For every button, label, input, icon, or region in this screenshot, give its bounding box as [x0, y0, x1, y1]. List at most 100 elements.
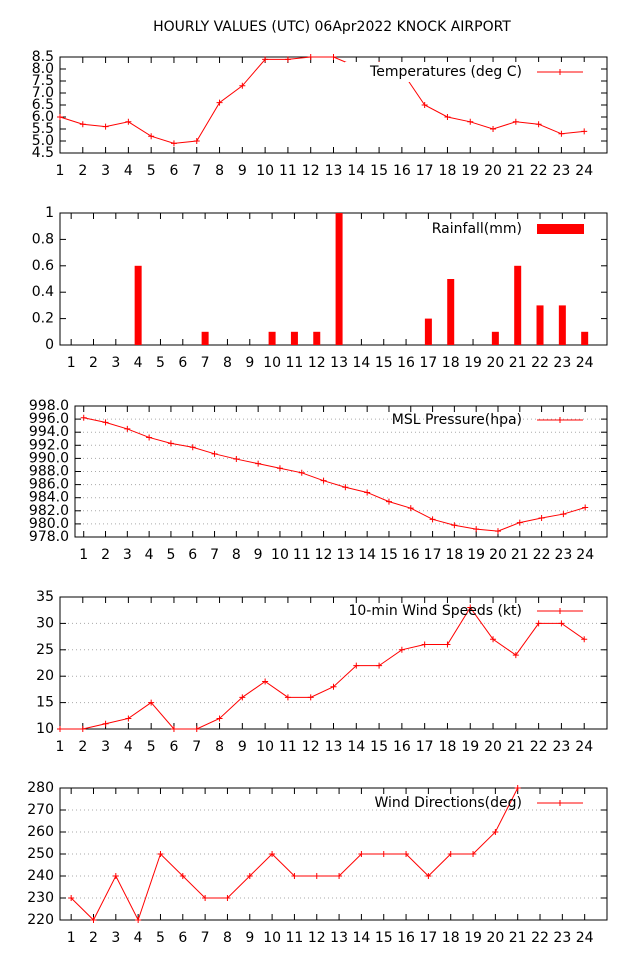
x-tick-label: 6	[188, 547, 197, 563]
x-tick-label: 14	[347, 163, 365, 179]
y-tick-label: 250	[27, 846, 54, 862]
x-tick-label: 24	[576, 547, 594, 563]
x-tick-label: 6	[178, 355, 187, 371]
x-tick-label: 18	[445, 547, 463, 563]
y-tick-label: 1	[45, 205, 54, 221]
data-point	[79, 726, 86, 732]
x-tick-label: 22	[533, 547, 551, 563]
x-tick-label: 2	[89, 930, 98, 946]
x-tick-label: 12	[308, 355, 326, 371]
x-tick-label: 19	[461, 739, 479, 755]
x-tick-label: 14	[358, 547, 376, 563]
data-point	[80, 414, 87, 421]
data-point	[239, 694, 246, 701]
x-tick-label: 4	[124, 739, 133, 755]
legend-key-marker	[557, 800, 563, 806]
x-tick-label: 16	[397, 355, 415, 371]
x-tick-label: 8	[215, 739, 224, 755]
legend-key	[537, 224, 584, 234]
x-tick-label: 20	[486, 355, 504, 371]
x-tick-label: 14	[347, 739, 365, 755]
x-tick-label: 14	[352, 355, 370, 371]
data-point	[157, 851, 164, 857]
data-point	[284, 694, 291, 701]
x-tick-label: 21	[507, 163, 525, 179]
plot-frame	[59, 596, 608, 730]
data-point	[57, 114, 63, 120]
data-point	[473, 526, 480, 533]
x-tick-label: 20	[484, 163, 502, 179]
data-point	[102, 419, 109, 426]
data-point	[246, 873, 253, 879]
legend-label: MSL Pressure(hpa)	[392, 412, 522, 428]
data-point	[284, 56, 291, 63]
legend-label: 10-min Wind Speeds (kt)	[348, 603, 522, 619]
x-tick-label: 13	[330, 355, 348, 371]
x-tick-label: 1	[56, 163, 65, 179]
y-tick-label: 10	[36, 721, 54, 737]
data-point	[125, 715, 132, 722]
data-line	[59, 56, 585, 144]
legend-background	[345, 62, 595, 82]
data-point	[376, 662, 383, 669]
x-tick-label: 10	[256, 739, 274, 755]
x-tick-label: 17	[424, 547, 442, 563]
data-point	[193, 138, 200, 144]
plot-frame	[74, 405, 608, 538]
data-point	[492, 829, 499, 835]
y-tick-label: 25	[36, 642, 54, 658]
data-point	[239, 82, 246, 89]
data-point	[90, 917, 97, 923]
data-point	[490, 126, 497, 132]
data-point	[444, 114, 451, 120]
x-tick-label: 13	[325, 739, 343, 755]
x-tick-label: 15	[370, 739, 388, 755]
data-point	[298, 469, 305, 476]
y-tick-label: 8.5	[32, 49, 54, 65]
data-point	[202, 895, 209, 901]
x-tick-label: 19	[467, 547, 485, 563]
y-tick-label: 984.0	[29, 490, 69, 506]
x-tick-label: 5	[156, 355, 165, 371]
x-tick-label: 12	[302, 739, 320, 755]
bar	[581, 331, 589, 345]
x-tick-label: 3	[101, 739, 110, 755]
data-point	[581, 128, 588, 135]
y-tick-label: 982.0	[29, 503, 69, 519]
data-point	[216, 715, 223, 722]
y-tick-label: 0.8	[32, 231, 54, 247]
x-tick-label: 11	[286, 930, 304, 946]
x-tick-label: 10	[263, 930, 281, 946]
y-tick-label: 0.2	[32, 311, 54, 327]
data-point	[189, 444, 196, 451]
x-tick-label: 11	[279, 163, 297, 179]
y-tick-label: 20	[36, 668, 54, 684]
x-tick-label: 5	[166, 547, 175, 563]
x-tick-label: 8	[215, 163, 224, 179]
y-tick-label: 988.0	[29, 464, 69, 480]
y-tick-label: 4.5	[32, 145, 54, 161]
x-tick-label: 1	[67, 930, 76, 946]
x-tick-label: 11	[286, 355, 304, 371]
data-point	[451, 522, 458, 529]
x-tick-label: 15	[370, 163, 388, 179]
data-point	[342, 484, 349, 491]
bar	[201, 331, 209, 345]
x-tick-label: 9	[254, 547, 263, 563]
y-tick-label: 6.5	[32, 97, 54, 113]
bar	[424, 318, 432, 345]
legend-label: Temperatures (deg C)	[369, 64, 522, 80]
y-tick-label: 992.0	[29, 437, 69, 453]
data-point	[57, 726, 63, 732]
bar	[447, 279, 455, 345]
legend-key-marker	[557, 608, 563, 614]
plot-frame	[59, 212, 608, 346]
x-tick-label: 6	[169, 739, 178, 755]
data-point	[490, 636, 497, 643]
x-tick-label: 21	[507, 739, 525, 755]
x-tick-label: 4	[134, 930, 143, 946]
data-point	[148, 133, 155, 140]
data-point	[581, 636, 588, 643]
y-tick-label: 280	[27, 780, 54, 796]
